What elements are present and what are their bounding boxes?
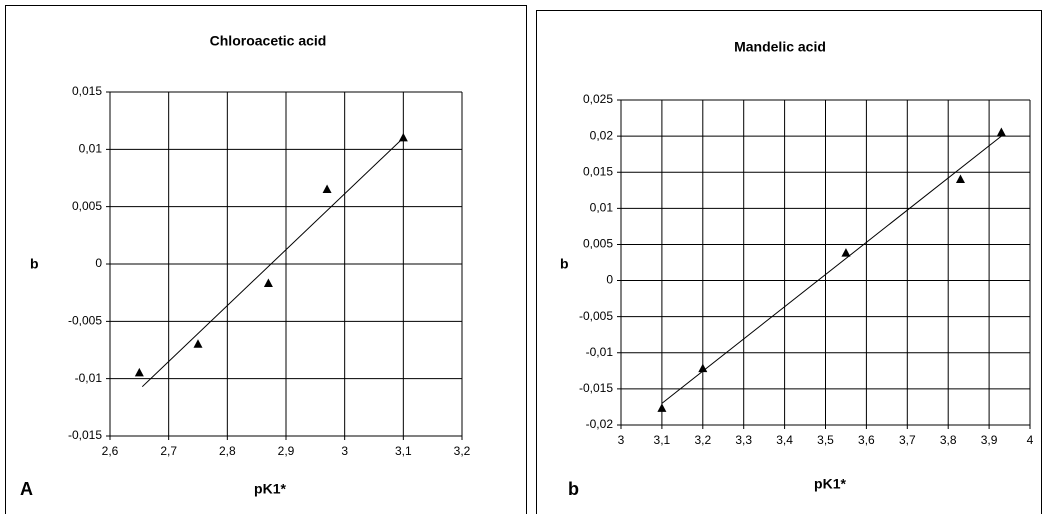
x-tick-label: 2,8 [219,444,236,458]
data-point [193,339,203,348]
data-point [263,278,273,287]
x-tick-label: 3,5 [817,433,834,447]
y-tick-label: 0,015 [72,84,102,98]
y-tick-label: -0,005 [68,314,102,328]
y-tick-label: -0,01 [75,371,103,385]
x-tick-label: 3 [618,433,625,447]
x-tick-label: 3,1 [654,433,671,447]
x-tick-label: 2,7 [160,444,177,458]
y-axis-label: b [560,256,569,272]
x-tick-label: 2,6 [102,444,119,458]
x-tick-label: 3,6 [858,433,875,447]
y-tick-label: 0,025 [583,92,613,106]
x-tick-label: 3,8 [940,433,957,447]
y-tick-label: -0,02 [586,417,614,431]
data-point [322,184,332,193]
panel-label: A [20,479,33,499]
x-tick-label: 3,7 [899,433,916,447]
y-tick-label: -0,015 [68,428,102,442]
data-point [657,403,667,412]
trendline [141,137,404,388]
y-tick-label: 0,01 [79,142,103,156]
x-axis-label: pK1* [254,481,286,497]
x-tick-label: 3,4 [776,433,793,447]
x-tick-label: 2,9 [278,444,295,458]
x-tick-label: 3,2 [694,433,711,447]
x-tick-label: 4 [1027,433,1034,447]
y-tick-label: 0,01 [590,201,614,215]
panel-label: b [568,479,579,499]
y-tick-label: 0,02 [590,128,614,142]
y-tick-label: -0,015 [579,381,613,395]
y-tick-label: 0,005 [72,199,102,213]
data-point [698,363,708,373]
chart-title: Chloroacetic acid [210,33,327,49]
x-tick-label: 3 [341,444,348,458]
panel-frame [536,10,1042,514]
x-tick-label: 3,2 [454,444,471,458]
data-point [955,174,965,183]
x-axis-label: pK1* [814,476,846,492]
data-point [996,127,1006,136]
x-tick-label: 3,3 [735,433,752,447]
y-axis-label: b [30,256,39,272]
x-tick-label: 3,9 [981,433,998,447]
y-tick-label: 0,015 [583,164,613,178]
panel-frame [5,5,527,514]
y-tick-label: -0,005 [579,309,613,323]
trendline [661,135,1002,404]
y-tick-label: -0,01 [586,345,614,359]
y-tick-label: 0 [606,273,613,287]
chart-title: Mandelic acid [734,39,826,55]
x-tick-label: 3,1 [395,444,412,458]
y-tick-label: 0,005 [583,237,613,251]
data-point [134,367,144,377]
y-tick-label: 0 [95,256,102,270]
data-point [841,248,851,257]
data-point [398,132,408,142]
